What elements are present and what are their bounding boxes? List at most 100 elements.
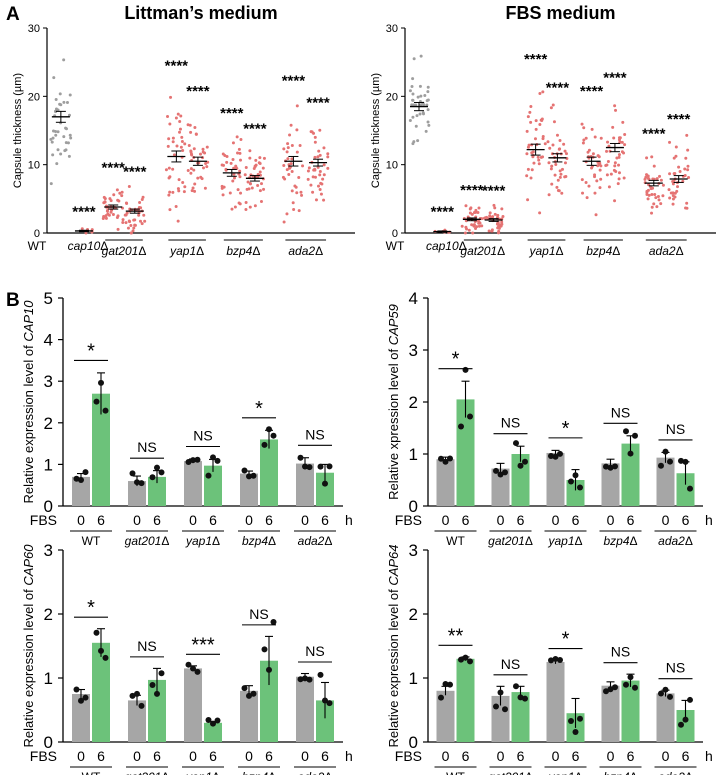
time-unit-label: h	[705, 512, 713, 528]
time-label: 6	[682, 748, 690, 764]
replicate-point	[154, 690, 160, 697]
replicate-point	[98, 379, 104, 386]
data-point	[51, 136, 55, 140]
data-point	[237, 201, 241, 205]
replicate-point	[326, 463, 333, 470]
data-point	[239, 191, 243, 195]
data-point	[177, 178, 181, 182]
data-point	[175, 144, 179, 148]
data-point	[295, 150, 299, 154]
data-point	[661, 183, 665, 187]
bar-0h	[296, 676, 314, 742]
data-point	[291, 201, 295, 205]
replicate-point	[658, 462, 664, 469]
data-point	[313, 155, 317, 159]
bar-6h	[92, 642, 110, 742]
data-point	[426, 90, 430, 94]
data-point	[257, 161, 261, 165]
data-point	[192, 147, 196, 151]
data-point	[684, 156, 688, 160]
strain-label: ada2Δ	[298, 534, 333, 548]
data-point	[468, 207, 472, 211]
data-point	[132, 218, 136, 222]
data-point	[563, 149, 567, 153]
replicate-point	[322, 697, 328, 704]
time-label: 0	[662, 748, 670, 764]
data-point	[556, 178, 560, 182]
data-point	[653, 193, 657, 197]
bar-6h	[148, 476, 166, 506]
replicate-point	[687, 696, 693, 703]
bar-0h	[184, 668, 202, 742]
data-point	[526, 145, 530, 149]
data-point	[177, 189, 181, 193]
replicate-point	[185, 459, 192, 466]
significance-mark: NS	[249, 606, 268, 622]
data-point	[530, 151, 534, 155]
data-point	[248, 149, 252, 153]
data-point	[558, 175, 562, 179]
bar-0h	[546, 662, 565, 742]
replicate-point	[442, 681, 449, 688]
data-point	[221, 163, 225, 167]
data-point	[243, 173, 247, 177]
data-point	[171, 167, 175, 171]
data-point	[131, 229, 135, 233]
strain-label: ada2Δ	[658, 534, 693, 548]
y-tick-label: 3	[44, 372, 53, 391]
data-point	[563, 161, 567, 165]
time-unit-label: h	[345, 512, 353, 528]
significance-mark: ****	[431, 204, 455, 221]
replicate-point	[73, 686, 80, 693]
group-label: ada2Δ	[288, 244, 323, 258]
data-point	[558, 169, 562, 173]
data-point	[67, 154, 71, 158]
data-point	[128, 220, 132, 224]
data-point	[526, 115, 530, 119]
data-point	[178, 119, 182, 123]
data-point	[426, 85, 430, 89]
y-tick-label: 1	[409, 445, 418, 464]
data-point	[559, 172, 563, 176]
replicate-point	[577, 715, 583, 722]
data-point	[286, 142, 290, 146]
data-point	[288, 133, 292, 137]
replicate-point	[149, 681, 156, 688]
data-point	[493, 212, 497, 216]
data-point	[684, 206, 688, 210]
data-point	[289, 123, 293, 127]
data-point	[298, 144, 302, 148]
data-point	[675, 189, 679, 193]
data-point	[321, 177, 325, 181]
data-point	[411, 92, 415, 96]
time-label: 0	[301, 748, 309, 764]
data-point	[318, 173, 322, 177]
data-point	[655, 205, 659, 209]
data-point	[142, 213, 146, 217]
time-label: 0	[497, 748, 505, 764]
data-point	[246, 180, 250, 184]
bar-0h	[240, 473, 258, 506]
group-label: bzp4Δ	[586, 244, 620, 258]
data-point	[529, 105, 533, 109]
data-point	[125, 201, 129, 205]
data-point	[652, 164, 656, 168]
data-point	[220, 184, 224, 188]
y-tick-label: 0	[409, 497, 418, 516]
time-label: 0	[189, 748, 197, 764]
data-point	[554, 163, 558, 167]
replicate-point	[497, 689, 504, 696]
data-point	[686, 164, 690, 168]
data-point	[622, 151, 626, 155]
data-point	[196, 176, 200, 180]
replicate-point	[623, 681, 629, 688]
replicate-point	[297, 454, 304, 461]
data-point	[179, 114, 183, 118]
data-point	[609, 172, 613, 176]
strain-label: ada2Δ	[298, 770, 333, 775]
data-point	[194, 132, 198, 136]
replicate-point	[322, 480, 328, 487]
significance-mark: ****	[546, 80, 570, 97]
bar-6h	[511, 692, 530, 742]
